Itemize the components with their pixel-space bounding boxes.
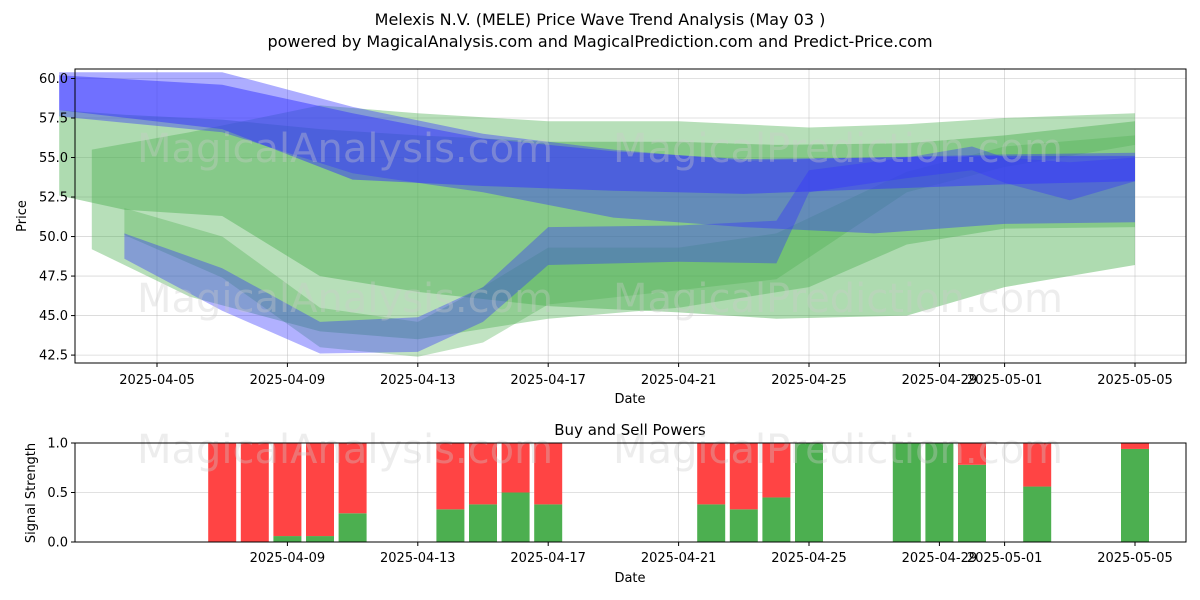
chart-subtitle: powered by MagicalAnalysis.com and Magic… <box>267 32 932 51</box>
price-x-tick-label: 2025-05-05 <box>1097 373 1173 388</box>
price-panel: MagicalAnalysis.com MagicalPrediction.co… <box>15 68 1187 407</box>
price-y-label: Price <box>15 200 30 232</box>
buy-bar <box>469 504 497 542</box>
price-x-ticks: 2025-04-05 2025-04-09 2025-04-13 2025-04-17… <box>119 363 1173 388</box>
buy-bar <box>958 464 986 542</box>
signal-y-tick-label: 1.0 <box>47 437 68 452</box>
price-axes-frame <box>74 68 1187 364</box>
buy-bar <box>697 504 726 542</box>
chart-title: Melexis N.V. (MELE) Price Wave Trend Ana… <box>375 10 826 29</box>
signal-x-tick-label: 2025-04-13 <box>380 551 456 566</box>
buy-bar <box>1121 448 1149 542</box>
signal-x-tick-label: 2025-04-09 <box>250 551 326 566</box>
sell-bar <box>1121 443 1149 449</box>
price-x-tick-label: 2025-04-29 <box>902 373 978 388</box>
buy-bar <box>762 497 791 542</box>
price-y-tick-label: 55.0 <box>39 151 68 166</box>
wave-band-blue-5 <box>124 146 1135 354</box>
buy-bar <box>795 443 823 542</box>
price-y-ticks: 42.5 45.0 47.5 50.0 52.5 55.0 57.5 60.0 <box>39 72 75 364</box>
buy-bar <box>729 509 758 542</box>
price-x-tick-label: 2025-04-25 <box>771 373 847 388</box>
buy-bar <box>892 443 921 542</box>
signal-x-tick-label: 2025-04-17 <box>510 551 586 566</box>
signal-x-tick-label: 2025-04-21 <box>641 551 717 566</box>
signal-x-label: Date <box>614 571 645 586</box>
signal-y-ticks: 0.0 0.5 1.0 <box>47 437 75 551</box>
sell-bar <box>338 443 367 514</box>
buy-bar <box>338 513 367 542</box>
price-y-tick-label: 60.0 <box>39 72 68 87</box>
sell-bar <box>240 443 269 542</box>
watermark-right-lower: MagicalPrediction.com <box>613 276 1063 322</box>
signal-panel-title: Buy and Sell Powers <box>554 421 706 439</box>
sell-bar <box>208 443 237 542</box>
signal-x-tick-label: 2025-05-05 <box>1097 551 1173 566</box>
buy-bar <box>501 492 530 542</box>
sell-bar <box>697 443 726 505</box>
price-x-tick-label: 2025-04-09 <box>250 373 326 388</box>
price-x-tick-label: 2025-04-21 <box>641 373 717 388</box>
sell-bar <box>958 443 986 465</box>
buy-bar <box>273 536 302 542</box>
signal-x-tick-label: 2025-05-01 <box>967 551 1043 566</box>
signal-y-tick-label: 0.0 <box>47 536 68 551</box>
sell-bar <box>436 443 465 510</box>
price-x-label: Date <box>614 392 645 407</box>
signal-watermark-right: MagicalPrediction.com <box>613 427 1063 473</box>
sell-bar <box>729 443 758 510</box>
sell-bar <box>501 443 530 493</box>
price-y-tick-label: 57.5 <box>39 112 68 127</box>
sell-bar <box>534 443 563 505</box>
price-y-tick-label: 45.0 <box>39 309 68 324</box>
wave-band-green-2 <box>124 135 1135 357</box>
price-gridlines <box>75 69 1186 363</box>
price-x-tick-label: 2025-05-01 <box>967 373 1043 388</box>
price-x-tick-label: 2025-04-13 <box>380 373 456 388</box>
buy-bar <box>436 509 465 542</box>
signal-x-tick-label: 2025-04-25 <box>771 551 847 566</box>
sell-bar <box>762 443 791 498</box>
price-wave-bands <box>59 72 1136 357</box>
price-x-tick-label: 2025-04-05 <box>119 373 195 388</box>
signal-x-ticks: 2025-04-09 2025-04-13 2025-04-17 2025-04-21… <box>250 542 1173 566</box>
signal-x-tick-label: 2025-04-29 <box>902 551 978 566</box>
signal-y-label: Signal Strength <box>24 443 39 543</box>
buy-bar <box>534 504 563 542</box>
watermark-left-lower: MagicalAnalysis.com <box>137 276 553 322</box>
signal-panel: Buy and Sell Powers MagicalAnalysis.com … <box>24 421 1187 586</box>
sell-bar <box>1023 443 1052 487</box>
signal-y-tick-label: 0.5 <box>47 486 68 501</box>
buy-bar <box>306 536 334 542</box>
price-x-tick-label: 2025-04-17 <box>510 373 586 388</box>
buy-bar <box>925 443 954 542</box>
price-y-tick-label: 50.0 <box>39 230 68 245</box>
buy-bar <box>1023 486 1052 542</box>
signal-watermark-left: MagicalAnalysis.com <box>137 427 553 473</box>
price-y-tick-label: 47.5 <box>39 270 68 285</box>
wave-band-blue-4 <box>59 75 1136 194</box>
sell-bar <box>469 443 497 505</box>
sell-bar <box>306 443 334 537</box>
watermark-right: MagicalPrediction.com <box>613 126 1063 172</box>
price-y-tick-label: 42.5 <box>39 349 68 364</box>
watermark-left: MagicalAnalysis.com <box>137 126 553 172</box>
price-y-tick-label: 52.5 <box>39 191 68 206</box>
signal-bars <box>208 443 1149 542</box>
sell-bar <box>273 443 302 537</box>
